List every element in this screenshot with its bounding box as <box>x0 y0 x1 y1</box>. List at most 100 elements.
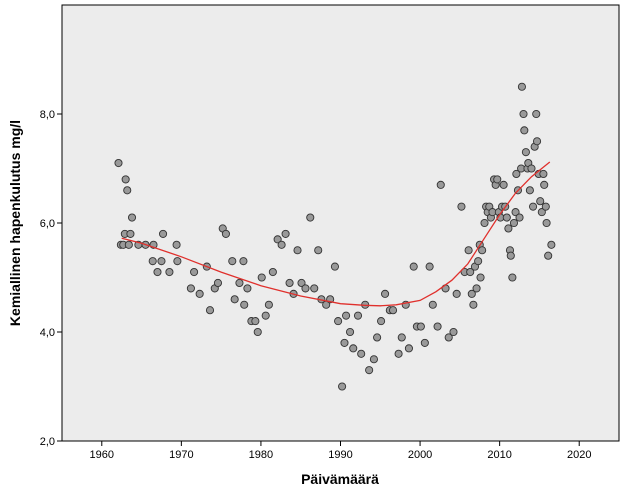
data-point <box>301 284 310 293</box>
data-point <box>539 169 548 178</box>
y-axis-title: Kemiallinen hapenkulutus mg/l <box>7 120 23 326</box>
x-tick-label: 2020 <box>567 449 591 461</box>
data-point <box>544 251 553 260</box>
data-point <box>508 273 517 282</box>
data-point <box>394 349 403 358</box>
data-point <box>537 208 546 217</box>
data-point <box>268 267 277 277</box>
data-point <box>542 218 551 228</box>
data-point <box>243 284 252 293</box>
data-point <box>345 327 355 337</box>
data-point <box>330 262 339 271</box>
data-point <box>235 278 244 288</box>
data-point <box>493 175 502 184</box>
data-point <box>257 273 266 282</box>
data-point <box>547 240 556 249</box>
data-point <box>532 109 541 119</box>
x-tick-label: 1990 <box>328 449 352 461</box>
data-point <box>480 218 489 228</box>
data-point <box>297 278 306 288</box>
data-point <box>273 235 282 244</box>
data-point <box>478 246 487 255</box>
data-point <box>221 229 230 238</box>
data-point <box>517 82 526 91</box>
data-point <box>281 229 290 238</box>
y-axis-ticks: 2,0 4,0 6,0 8,0 <box>40 109 62 448</box>
data-point <box>425 262 434 271</box>
data-point <box>230 295 239 304</box>
data-point <box>251 317 260 326</box>
data-point <box>148 257 157 266</box>
plot-area <box>61 4 620 442</box>
data-point <box>527 164 536 173</box>
data-point <box>264 300 273 309</box>
data-point <box>515 213 524 222</box>
data-point <box>536 197 545 206</box>
data-point <box>466 267 475 277</box>
data-point <box>519 109 528 119</box>
data-point <box>340 338 349 347</box>
data-point <box>124 240 133 249</box>
data-point <box>397 333 406 342</box>
data-point <box>502 213 511 222</box>
x-tick-label: 1960 <box>90 449 114 461</box>
data-point <box>512 169 521 178</box>
data-point <box>511 208 520 217</box>
data-point <box>285 278 294 288</box>
data-point <box>540 180 549 189</box>
data-point <box>159 229 168 238</box>
x-tick-label: 1970 <box>169 449 193 461</box>
data-point <box>381 289 390 298</box>
data-point <box>205 306 215 315</box>
data-point <box>420 338 429 347</box>
data-point <box>404 344 413 353</box>
data-point <box>306 213 315 222</box>
data-point <box>123 186 132 195</box>
x-axis-ticks: 1960 1970 1980 1990 2000 2010 2020 <box>90 441 591 461</box>
loess-fit-line <box>121 161 551 307</box>
data-point <box>195 289 204 298</box>
data-point <box>253 327 262 337</box>
data-point <box>504 224 513 233</box>
data-point <box>467 289 476 298</box>
data-points <box>114 82 556 391</box>
data-point <box>239 257 248 266</box>
data-point <box>373 333 382 342</box>
data-point <box>469 300 478 309</box>
y-tick-label: 4,0 <box>40 327 55 339</box>
data-point <box>314 246 323 255</box>
data-point <box>520 126 529 135</box>
data-point <box>472 284 481 293</box>
data-point <box>261 311 270 320</box>
data-point <box>165 267 174 277</box>
data-point <box>433 322 442 331</box>
data-point <box>474 257 483 266</box>
x-tick-label: 1980 <box>249 449 273 461</box>
data-point <box>388 306 398 315</box>
data-point <box>293 246 302 255</box>
data-point <box>428 300 437 309</box>
data-point <box>121 175 130 184</box>
data-point <box>541 202 550 211</box>
data-point <box>444 333 453 342</box>
data-point <box>342 311 351 320</box>
data-point <box>457 202 466 211</box>
data-point <box>409 262 418 271</box>
data-point <box>365 366 374 375</box>
data-point <box>277 240 286 249</box>
data-point <box>353 311 363 320</box>
data-point <box>357 349 366 358</box>
x-tick-label: 2000 <box>408 449 432 461</box>
y-tick-label: 2,0 <box>40 436 55 448</box>
data-point <box>190 267 199 277</box>
data-point <box>464 246 473 255</box>
data-point <box>369 355 378 364</box>
data-point <box>173 257 182 266</box>
data-point <box>509 218 519 228</box>
data-point <box>349 344 358 353</box>
data-point <box>114 158 123 168</box>
data-point <box>532 137 542 146</box>
data-point <box>529 202 538 211</box>
data-point <box>127 213 137 222</box>
